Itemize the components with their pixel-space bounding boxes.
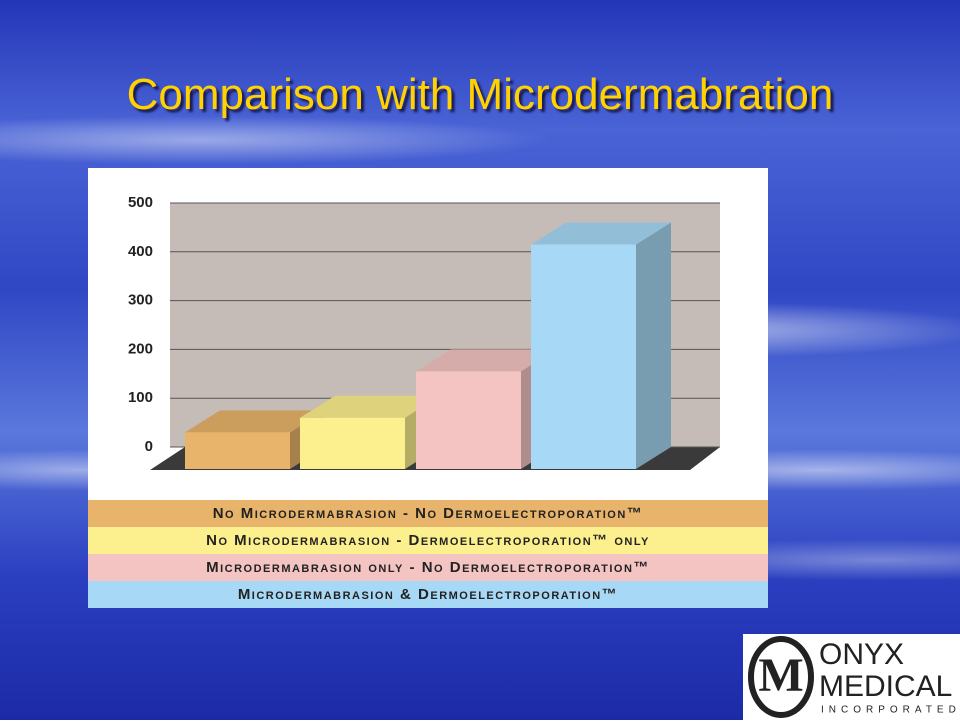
logo-line2: MEDICAL [819, 670, 952, 703]
y-tick-label: 400 [128, 243, 153, 260]
logo-ring [748, 636, 814, 718]
bar [416, 371, 521, 469]
legend-label: Microdermabrasion & Dermoelectroporation… [238, 586, 618, 603]
legend-label: No Microdermabrasion - Dermoelectroporat… [206, 532, 650, 549]
logo-line3: INCORPORATED [821, 705, 960, 716]
bar [531, 244, 636, 469]
logo-line1: ONYX [819, 638, 904, 671]
legend-label: Microdermabrasion only - No Dermoelectro… [206, 559, 650, 576]
bar-top [531, 222, 671, 245]
y-tick-label: 0 [145, 438, 153, 455]
bar-top [300, 395, 440, 418]
logo: M ONYX MEDICAL INCORPORATED [743, 634, 960, 720]
y-tick-label: 300 [128, 292, 153, 309]
y-tick-label: 200 [128, 340, 153, 357]
y-tick-label: 100 [128, 389, 153, 406]
legend-row [88, 527, 768, 554]
logo-mark: M [758, 649, 803, 702]
legend-row [88, 500, 768, 527]
bar [300, 417, 405, 469]
legend-row [88, 581, 768, 608]
bar-top [416, 349, 556, 372]
bar [185, 432, 290, 469]
bar-side [636, 222, 671, 469]
legend-row [88, 554, 768, 581]
legend-label: No Microdermabrasion - No Dermoelectropo… [213, 505, 644, 522]
slide-title: Comparison with Microdermabration [126, 70, 834, 119]
y-tick-label: 500 [128, 194, 153, 211]
logo-art: M ONYX MEDICAL INCORPORATED [748, 636, 960, 718]
bar-top [185, 410, 325, 433]
